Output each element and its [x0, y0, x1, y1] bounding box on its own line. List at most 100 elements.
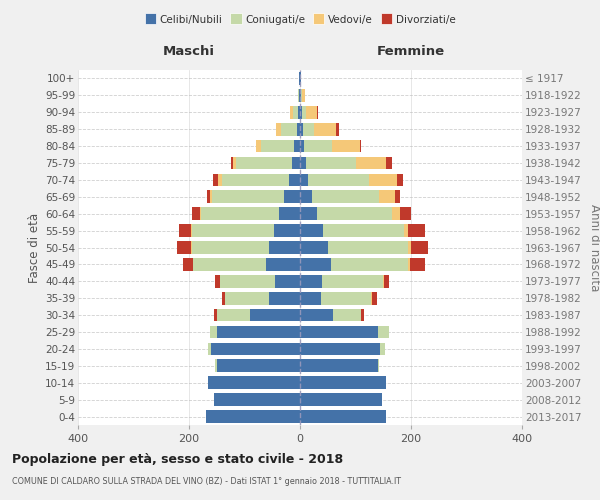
Bar [306, 106, 317, 118]
Bar [275, 275, 300, 287]
Bar [200, 208, 201, 220]
Bar [214, 174, 218, 186]
Text: COMUNE DI CALDARO SULLA STRADA DEL VINO (BZ) - Dati ISTAT 1° gennaio 2018 - TUTT: COMUNE DI CALDARO SULLA STRADA DEL VINO … [12, 477, 401, 486]
Bar [214, 394, 300, 406]
Bar [302, 89, 305, 102]
Bar [295, 140, 300, 152]
Bar [314, 123, 336, 136]
Bar [292, 156, 300, 170]
Bar [408, 224, 425, 237]
Bar [380, 342, 385, 355]
Bar [336, 123, 339, 136]
Bar [218, 174, 223, 186]
Bar [183, 258, 193, 270]
Bar [192, 208, 200, 220]
Bar [300, 342, 380, 355]
Bar [328, 241, 408, 254]
Bar [233, 156, 236, 170]
Bar [317, 106, 319, 118]
Bar [370, 174, 397, 186]
Bar [302, 106, 306, 118]
Bar [300, 376, 386, 389]
Bar [298, 106, 300, 118]
Bar [222, 292, 225, 304]
Bar [317, 208, 392, 220]
Bar [193, 224, 274, 237]
Bar [207, 190, 209, 203]
Bar [378, 326, 389, 338]
Bar [355, 156, 386, 170]
Bar [300, 174, 308, 186]
Bar [300, 241, 328, 254]
Y-axis label: Anni di nascita: Anni di nascita [589, 204, 600, 291]
Bar [386, 156, 392, 170]
Bar [408, 258, 410, 270]
Bar [208, 342, 211, 355]
Bar [332, 140, 360, 152]
Bar [300, 156, 305, 170]
Bar [379, 190, 395, 203]
Bar [220, 275, 275, 287]
Bar [300, 89, 301, 102]
Bar [225, 292, 269, 304]
Bar [300, 292, 321, 304]
Bar [321, 292, 371, 304]
Bar [400, 208, 411, 220]
Bar [361, 309, 364, 322]
Y-axis label: Fasce di età: Fasce di età [28, 212, 41, 282]
Bar [261, 140, 295, 152]
Bar [297, 123, 300, 136]
Bar [331, 258, 408, 270]
Bar [293, 106, 298, 118]
Bar [214, 309, 217, 322]
Bar [408, 241, 411, 254]
Bar [300, 123, 303, 136]
Bar [300, 275, 322, 287]
Bar [210, 326, 217, 338]
Bar [208, 376, 300, 389]
Text: Maschi: Maschi [163, 45, 215, 58]
Bar [269, 241, 300, 254]
Bar [323, 224, 404, 237]
Bar [334, 309, 361, 322]
Bar [274, 224, 300, 237]
Bar [392, 208, 400, 220]
Bar [300, 410, 386, 423]
Bar [300, 208, 317, 220]
Bar [300, 360, 378, 372]
Legend: Celibi/Nubili, Coniugati/e, Vedovi/e, Divorziati/e: Celibi/Nubili, Coniugati/e, Vedovi/e, Di… [140, 10, 460, 29]
Bar [222, 174, 289, 186]
Bar [304, 140, 332, 152]
Bar [269, 292, 300, 304]
Bar [397, 174, 403, 186]
Bar [279, 208, 300, 220]
Bar [256, 140, 261, 152]
Bar [385, 275, 389, 287]
Bar [209, 190, 212, 203]
Bar [217, 360, 300, 372]
Bar [300, 106, 302, 118]
Bar [276, 123, 281, 136]
Bar [300, 326, 378, 338]
Bar [360, 140, 361, 152]
Bar [312, 190, 379, 203]
Bar [298, 89, 299, 102]
Bar [266, 258, 300, 270]
Bar [230, 156, 233, 170]
Bar [250, 309, 300, 322]
Bar [301, 89, 302, 102]
Bar [383, 275, 385, 287]
Bar [192, 241, 269, 254]
Bar [201, 208, 279, 220]
Bar [191, 224, 193, 237]
Bar [236, 156, 292, 170]
Bar [212, 190, 284, 203]
Bar [308, 174, 370, 186]
Bar [395, 190, 400, 203]
Bar [215, 275, 220, 287]
Bar [284, 190, 300, 203]
Bar [300, 394, 382, 406]
Bar [206, 410, 300, 423]
Bar [178, 241, 191, 254]
Bar [300, 258, 331, 270]
